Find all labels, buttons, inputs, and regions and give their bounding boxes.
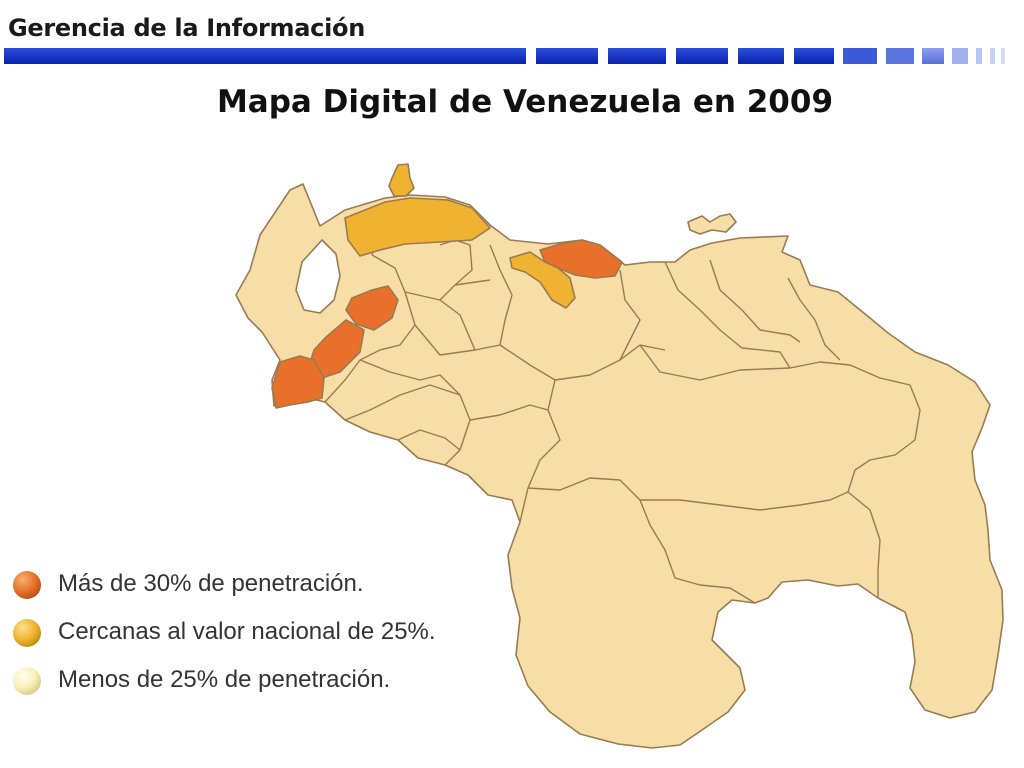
state-near-paraguana bbox=[388, 163, 415, 197]
venezuela-map bbox=[235, 163, 1004, 749]
map-country-outline bbox=[235, 183, 1004, 749]
legend-label-high: Más de 30% de penetración. bbox=[58, 570, 364, 597]
state-high-merida-south bbox=[307, 319, 365, 379]
legend-label-low: Menos de 25% de penetración. bbox=[58, 666, 391, 693]
header-title: Gerencia de la Información bbox=[8, 14, 365, 42]
state-near-falcon bbox=[344, 197, 491, 257]
margarita-island bbox=[687, 213, 737, 235]
legend-dot-near bbox=[13, 619, 41, 647]
legend-dot-high bbox=[13, 571, 41, 599]
lake-maracaibo bbox=[295, 239, 341, 314]
state-near-miranda bbox=[509, 251, 576, 309]
header-bar bbox=[4, 48, 1005, 64]
state-high-tachira bbox=[271, 355, 325, 409]
legend-dot-low bbox=[13, 667, 41, 695]
legend-label-near: Cercanas al valor nacional de 25%. bbox=[58, 618, 436, 645]
state-high-merida bbox=[345, 285, 399, 331]
slide-title: Mapa Digital de Venezuela en 2009 bbox=[216, 84, 834, 120]
